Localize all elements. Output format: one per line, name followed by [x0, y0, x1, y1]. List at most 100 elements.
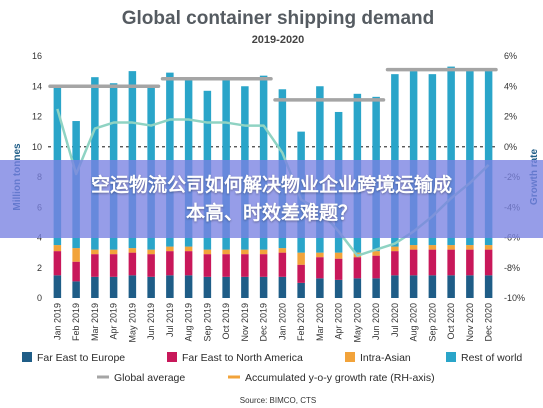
legend: Far East to Europe Far East to North Amer…	[22, 352, 522, 384]
y-tick-label: 14	[32, 81, 42, 91]
bar-segment	[484, 275, 493, 298]
y-tick-label: 10	[32, 142, 42, 152]
x-tick-label: Dec 2019	[259, 303, 269, 342]
bar-segment	[72, 248, 80, 262]
legend-swatch	[446, 352, 456, 362]
bar-segment	[447, 245, 455, 250]
bar-segment	[447, 249, 455, 276]
bar-segment	[297, 252, 305, 265]
bar-segment	[484, 68, 493, 246]
bar-segment	[466, 249, 474, 276]
y-tick-label: 2	[37, 263, 42, 273]
x-tick-label: Feb 2019	[71, 303, 81, 341]
legend-label: Intra-Asian	[360, 352, 411, 364]
x-tick-label: Jul 2020	[390, 303, 400, 337]
bar-segment	[53, 251, 62, 276]
overlay-line-1: 空运物流公司如何解决物业企业跨境运输成	[90, 174, 452, 196]
bar-segment	[466, 275, 474, 298]
legend-label: Far East to North America	[182, 352, 303, 364]
bar-segment	[53, 275, 62, 298]
bar-segment	[428, 249, 437, 276]
axes-group: 0246810121416-10%-8%-6%-4%-2%0%2%4%6%Mil…	[12, 51, 540, 343]
bar-segment	[372, 278, 380, 298]
x-tick-label: Jan 2020	[277, 303, 287, 340]
bar-segment	[166, 251, 174, 276]
y2-tick-label: -10%	[504, 293, 525, 303]
bar-segment	[147, 276, 155, 298]
bar-segment	[222, 254, 230, 277]
chart-title: Global container shipping demand	[122, 8, 434, 29]
bar-segment	[241, 254, 249, 277]
bar-segment	[166, 275, 174, 298]
bar-segment	[72, 281, 80, 298]
x-tick-label: Jun 2020	[371, 303, 381, 340]
x-tick-label: Oct 2019	[221, 303, 231, 340]
bar-segment	[128, 71, 137, 249]
bar-segment	[72, 261, 80, 282]
bar-segment	[91, 254, 99, 277]
y2-tick-label: -8%	[504, 263, 520, 273]
x-tick-label: Apr 2020	[334, 303, 344, 340]
bar-segment	[259, 276, 268, 298]
chart-source: Source: BIMCO, CTS	[240, 396, 316, 405]
x-tick-label: May 2019	[127, 303, 137, 343]
bar-segment	[391, 251, 399, 276]
x-tick-label: Nov 2020	[465, 303, 475, 342]
y-tick-label: 12	[32, 112, 42, 122]
legend-label: Global average	[114, 372, 185, 384]
bar-segment	[466, 245, 474, 250]
bar-segment	[409, 245, 418, 250]
x-tick-label: Feb 2020	[296, 303, 306, 341]
x-tick-label: Sep 2020	[427, 303, 437, 342]
bar-segment	[184, 246, 193, 252]
overlay-line-2: 本高、时效差难题？	[185, 202, 357, 224]
bar-segment	[203, 276, 212, 298]
bar-segment	[222, 249, 230, 255]
bar-segment	[203, 249, 212, 255]
legend-swatch	[345, 352, 355, 362]
bar-segment	[372, 255, 380, 279]
bar-segment	[334, 258, 343, 280]
chart-subtitle: 2019-2020	[252, 34, 305, 46]
bar-segment	[278, 252, 287, 277]
bar-segment	[109, 276, 118, 298]
y2-tick-label: 4%	[504, 81, 517, 91]
bar-segment	[447, 275, 455, 298]
x-tick-label: Jun 2019	[146, 303, 156, 340]
bar-segment	[353, 278, 362, 298]
bar-segment	[391, 246, 399, 252]
y-tick-label: 16	[32, 51, 42, 61]
x-tick-label: Mar 2019	[90, 303, 100, 341]
y-tick-label: 0	[37, 293, 42, 303]
bar-segment	[184, 251, 193, 276]
bar-segment	[409, 275, 418, 298]
x-tick-label: Mar 2020	[315, 303, 325, 341]
legend-label: Accumulated y-o-y growth rate (RH-axis)	[245, 372, 435, 384]
legend-swatch	[22, 352, 32, 362]
bar-segment	[147, 254, 155, 277]
bar-segment	[278, 276, 287, 298]
y2-tick-label: 2%	[504, 112, 517, 122]
bar-segment	[372, 251, 380, 256]
bar-segment	[147, 249, 155, 255]
bar-segment	[484, 249, 493, 276]
bar-segment	[203, 254, 212, 277]
bar-segment	[166, 246, 174, 252]
bar-segment	[222, 276, 230, 298]
bar-segment	[484, 245, 493, 250]
bar-segment	[428, 275, 437, 298]
bar-segment	[278, 248, 287, 253]
x-tick-label: Nov 2019	[240, 303, 250, 342]
overlay-banner[interactable]: 空运物流公司如何解决物业企业跨境运输成 本高、时效差难题？	[0, 160, 543, 238]
x-tick-label: Apr 2019	[109, 303, 119, 340]
bar-segment	[466, 69, 474, 246]
bar-segment	[334, 279, 343, 298]
x-tick-label: Sep 2019	[202, 303, 212, 342]
x-tick-label: Dec 2020	[484, 303, 494, 342]
bar-segment	[316, 278, 324, 298]
bar-segment	[409, 249, 418, 276]
bar-segment	[259, 249, 268, 255]
x-tick-label: May 2020	[352, 303, 362, 343]
x-tick-label: Jan 2019	[52, 303, 62, 340]
bar-segment	[53, 245, 62, 252]
